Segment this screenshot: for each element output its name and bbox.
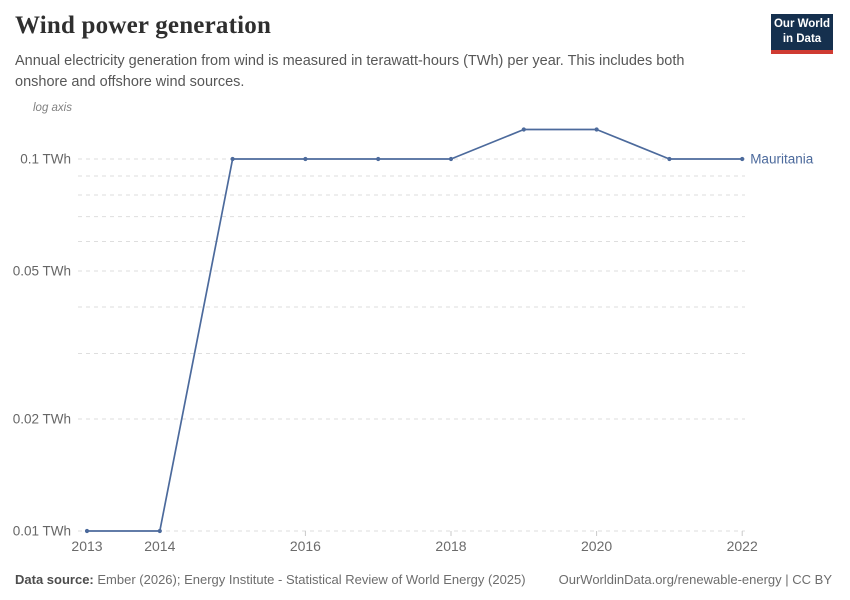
chart-footer: Data source: Ember (2026); Energy Instit… [15,572,832,587]
y-axis-tick-label: 0.1 TWh [20,152,71,167]
y-axis-tick-label: 0.01 TWh [13,524,71,539]
data-source: Data source: Ember (2026); Energy Instit… [15,572,526,587]
owid-logo-line1: Our World [773,18,830,31]
data-point[interactable] [521,127,526,132]
data-point[interactable] [740,156,745,162]
x-axis-tick-label: 2014 [144,538,175,554]
y-axis-tick-label: 0.05 TWh [13,263,71,278]
data-point[interactable] [448,156,454,162]
data-point[interactable] [303,156,308,162]
x-axis-tick-label: 2022 [727,538,758,554]
data-point[interactable] [84,528,90,534]
x-axis-tick-label: 2020 [581,538,612,554]
data-point[interactable] [594,127,599,132]
x-axis-tick-label: 2013 [71,538,102,554]
data-source-label: Data source: [15,572,94,587]
x-axis-tick-label: 2018 [435,538,466,554]
credit-link[interactable]: OurWorldinData.org/renewable-energy | CC… [558,572,832,587]
series-label-mauritania[interactable]: Mauritania [750,152,814,167]
data-line[interactable] [87,128,743,532]
owid-logo[interactable]: Our World in Data [771,14,833,54]
y-axis-tick-label: 0.02 TWh [13,412,71,427]
data-source-text: Ember (2026); Energy Institute - Statist… [97,572,526,587]
chart-subtitle: Annual electricity generation from wind … [15,53,685,90]
x-axis-tick-label: 2016 [290,538,321,554]
data-point[interactable] [667,156,672,162]
data-point[interactable] [157,528,162,534]
owid-logo-line2: in Data [782,33,822,45]
data-point[interactable] [230,156,235,162]
page-title: Wind power generation [15,12,272,39]
data-point[interactable] [376,156,381,162]
log-axis-note: log axis [33,102,72,114]
